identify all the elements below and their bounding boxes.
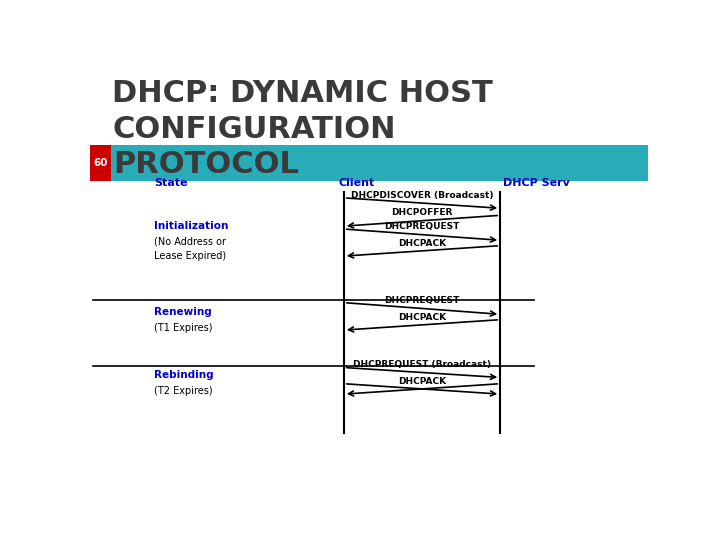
Bar xyxy=(90,145,111,181)
Text: CONFIGURATION: CONFIGURATION xyxy=(112,114,396,144)
Text: DHCPACK: DHCPACK xyxy=(398,313,446,321)
Text: Initialization: Initialization xyxy=(154,221,228,231)
Text: DHCPDISCOVER (Broadcast): DHCPDISCOVER (Broadcast) xyxy=(351,191,493,200)
Text: DHCPREQUEST: DHCPREQUEST xyxy=(384,222,459,231)
Text: Renewing: Renewing xyxy=(154,307,212,317)
Text: DHCP: DYNAMIC HOST: DHCP: DYNAMIC HOST xyxy=(112,79,493,109)
Text: State: State xyxy=(154,178,188,188)
Text: (T2 Expires): (T2 Expires) xyxy=(154,386,213,396)
Text: DHCPACK: DHCPACK xyxy=(398,376,446,386)
Text: DHCPACK: DHCPACK xyxy=(398,239,446,247)
Text: DHCPOFFER: DHCPOFFER xyxy=(392,208,453,218)
Bar xyxy=(90,145,648,181)
Text: (No Address or: (No Address or xyxy=(154,237,226,247)
Text: 60: 60 xyxy=(94,158,108,168)
Text: PROTOCOL: PROTOCOL xyxy=(114,150,300,179)
Text: Lease Expired): Lease Expired) xyxy=(154,251,226,261)
Text: DHCP Serv: DHCP Serv xyxy=(503,178,570,188)
Text: Client: Client xyxy=(338,178,374,188)
Text: Rebinding: Rebinding xyxy=(154,370,214,380)
Text: DHCPREQUEST: DHCPREQUEST xyxy=(384,296,459,305)
Text: DHCPREQUEST (Broadcast): DHCPREQUEST (Broadcast) xyxy=(353,360,491,369)
Text: (T1 Expires): (T1 Expires) xyxy=(154,322,212,333)
